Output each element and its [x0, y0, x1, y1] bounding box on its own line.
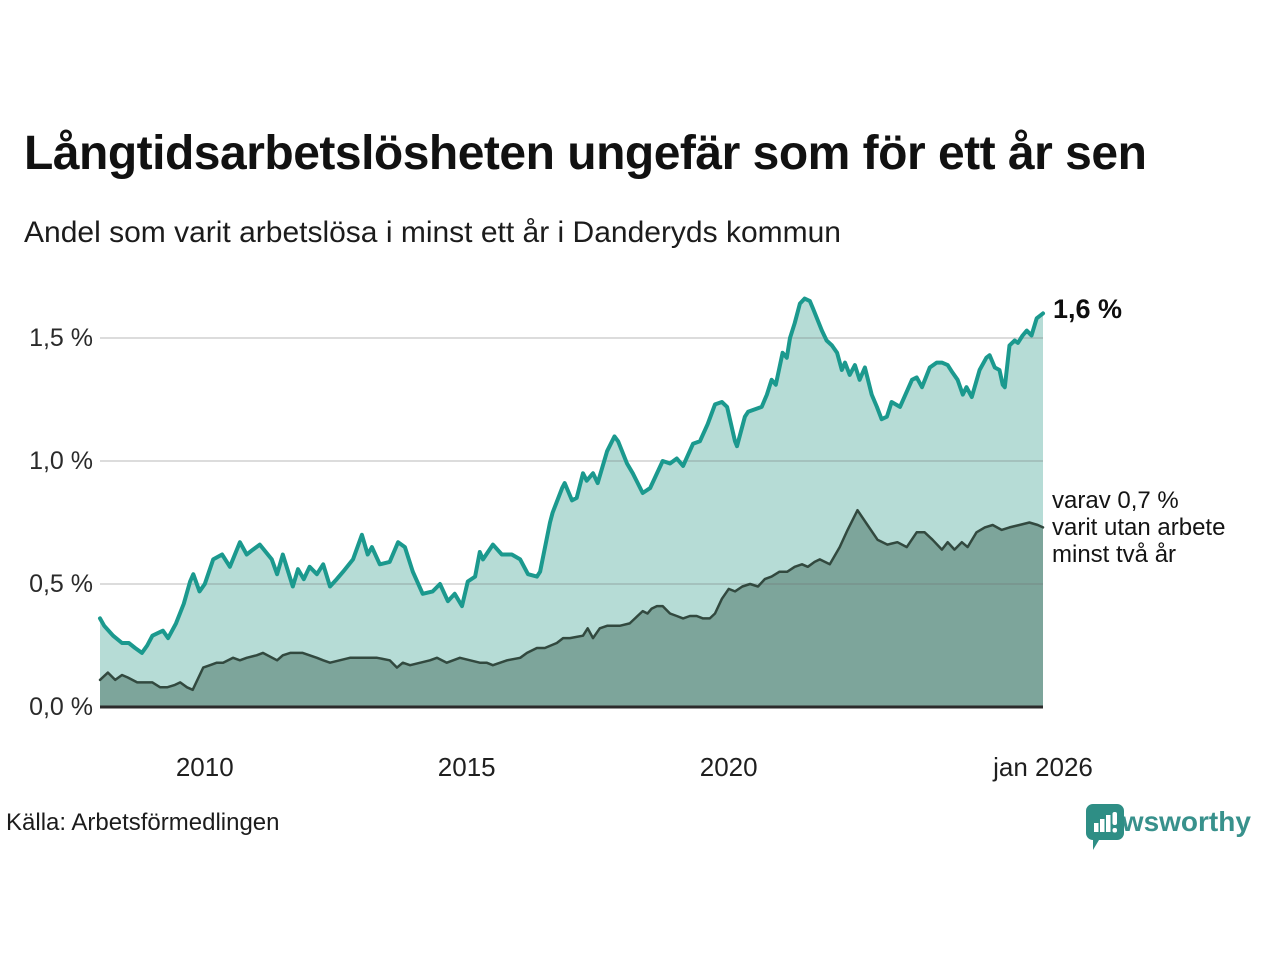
y-tick-label: 1,5 % [29, 324, 93, 352]
logo-bubble [1086, 804, 1124, 850]
series-line-1 [98, 508, 1045, 692]
x-tick-label: 2020 [699, 752, 758, 782]
logo-exclamation-bar [1112, 812, 1117, 825]
logo-bar-medium [1100, 819, 1105, 832]
y-tick-label: 1,0 % [29, 447, 93, 475]
page-title: Långtidsarbetslösheten ungefär som för e… [24, 127, 1147, 180]
x-tick-label: 2015 [437, 752, 496, 782]
annotation-line: varit utan arbete [1052, 514, 1226, 541]
logo-bar-small [1094, 823, 1099, 832]
series-area-1 [100, 510, 1043, 707]
annotation-line: varav 0,7 % [1052, 487, 1179, 514]
logo-exclamation-dot [1112, 828, 1117, 833]
source-label: Källa: Arbetsförmedlingen [6, 809, 280, 836]
newsworthy-icon [1086, 804, 1124, 850]
logo-bar-tall [1106, 815, 1111, 832]
two-year-share-annotation: varav 0,7 % varit utan arbete minst två … [1052, 487, 1225, 568]
y-tick-label: 0,5 % [29, 570, 93, 598]
x-tick-label: 2010 [175, 752, 234, 782]
x-tick-label: jan 2026 [993, 752, 1093, 782]
series-line-0 [98, 296, 1045, 655]
annotation-line: minst två år [1052, 541, 1177, 568]
y-tick-label: 0,0 % [29, 693, 93, 721]
newsworthy-logo: Newsworthy [1086, 804, 1251, 854]
page-subtitle: Andel som varit arbetslösa i minst ett å… [24, 216, 841, 249]
latest-value-label: 1,6 % [1053, 294, 1123, 324]
